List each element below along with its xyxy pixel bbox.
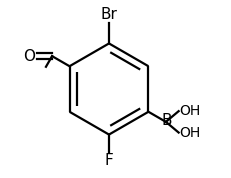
Text: OH: OH bbox=[179, 125, 200, 140]
Text: B: B bbox=[161, 114, 171, 129]
Text: Br: Br bbox=[100, 7, 117, 22]
Text: O: O bbox=[23, 49, 35, 64]
Text: F: F bbox=[104, 153, 113, 169]
Text: OH: OH bbox=[179, 104, 200, 118]
